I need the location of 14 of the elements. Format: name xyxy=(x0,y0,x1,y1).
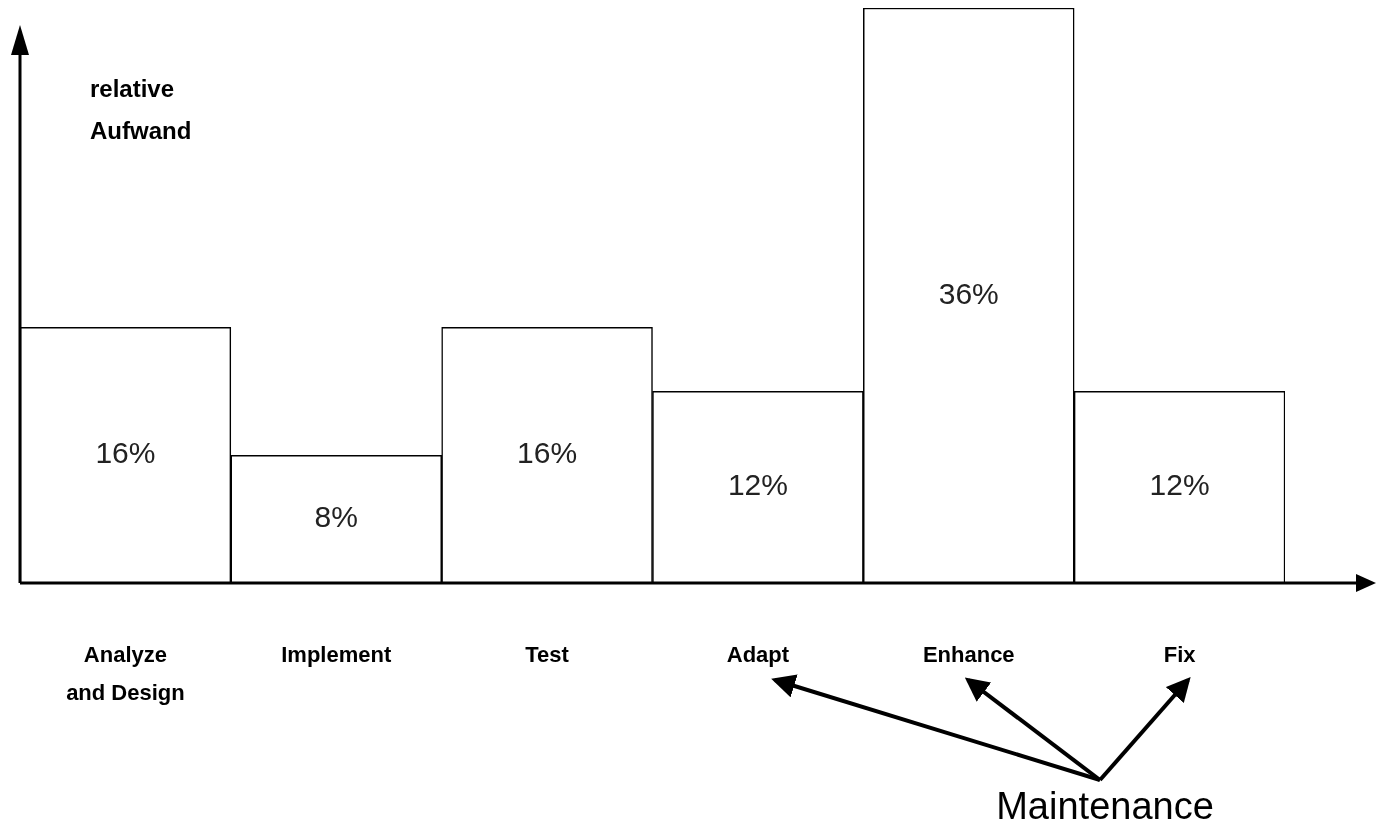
x-tick-label: Fix xyxy=(1163,642,1197,668)
x-tick-label: Test xyxy=(525,642,570,668)
x-tick-label: Analyze and Design xyxy=(66,642,185,706)
data-label: 12% xyxy=(727,468,788,502)
text: Maintenance xyxy=(995,785,1215,828)
data-label: 12% xyxy=(1149,468,1210,502)
data-label: 36% xyxy=(938,276,999,310)
data-label: 16% xyxy=(517,436,578,470)
x-tick-label: Enhance xyxy=(922,642,1015,668)
data-label: 8% xyxy=(314,500,358,534)
y-axis-title: relative Aufwand xyxy=(90,74,192,144)
data-label: 16% xyxy=(95,436,156,470)
x-tick-label: Implement xyxy=(281,642,392,668)
x-tick-label: Adapt xyxy=(726,642,790,668)
